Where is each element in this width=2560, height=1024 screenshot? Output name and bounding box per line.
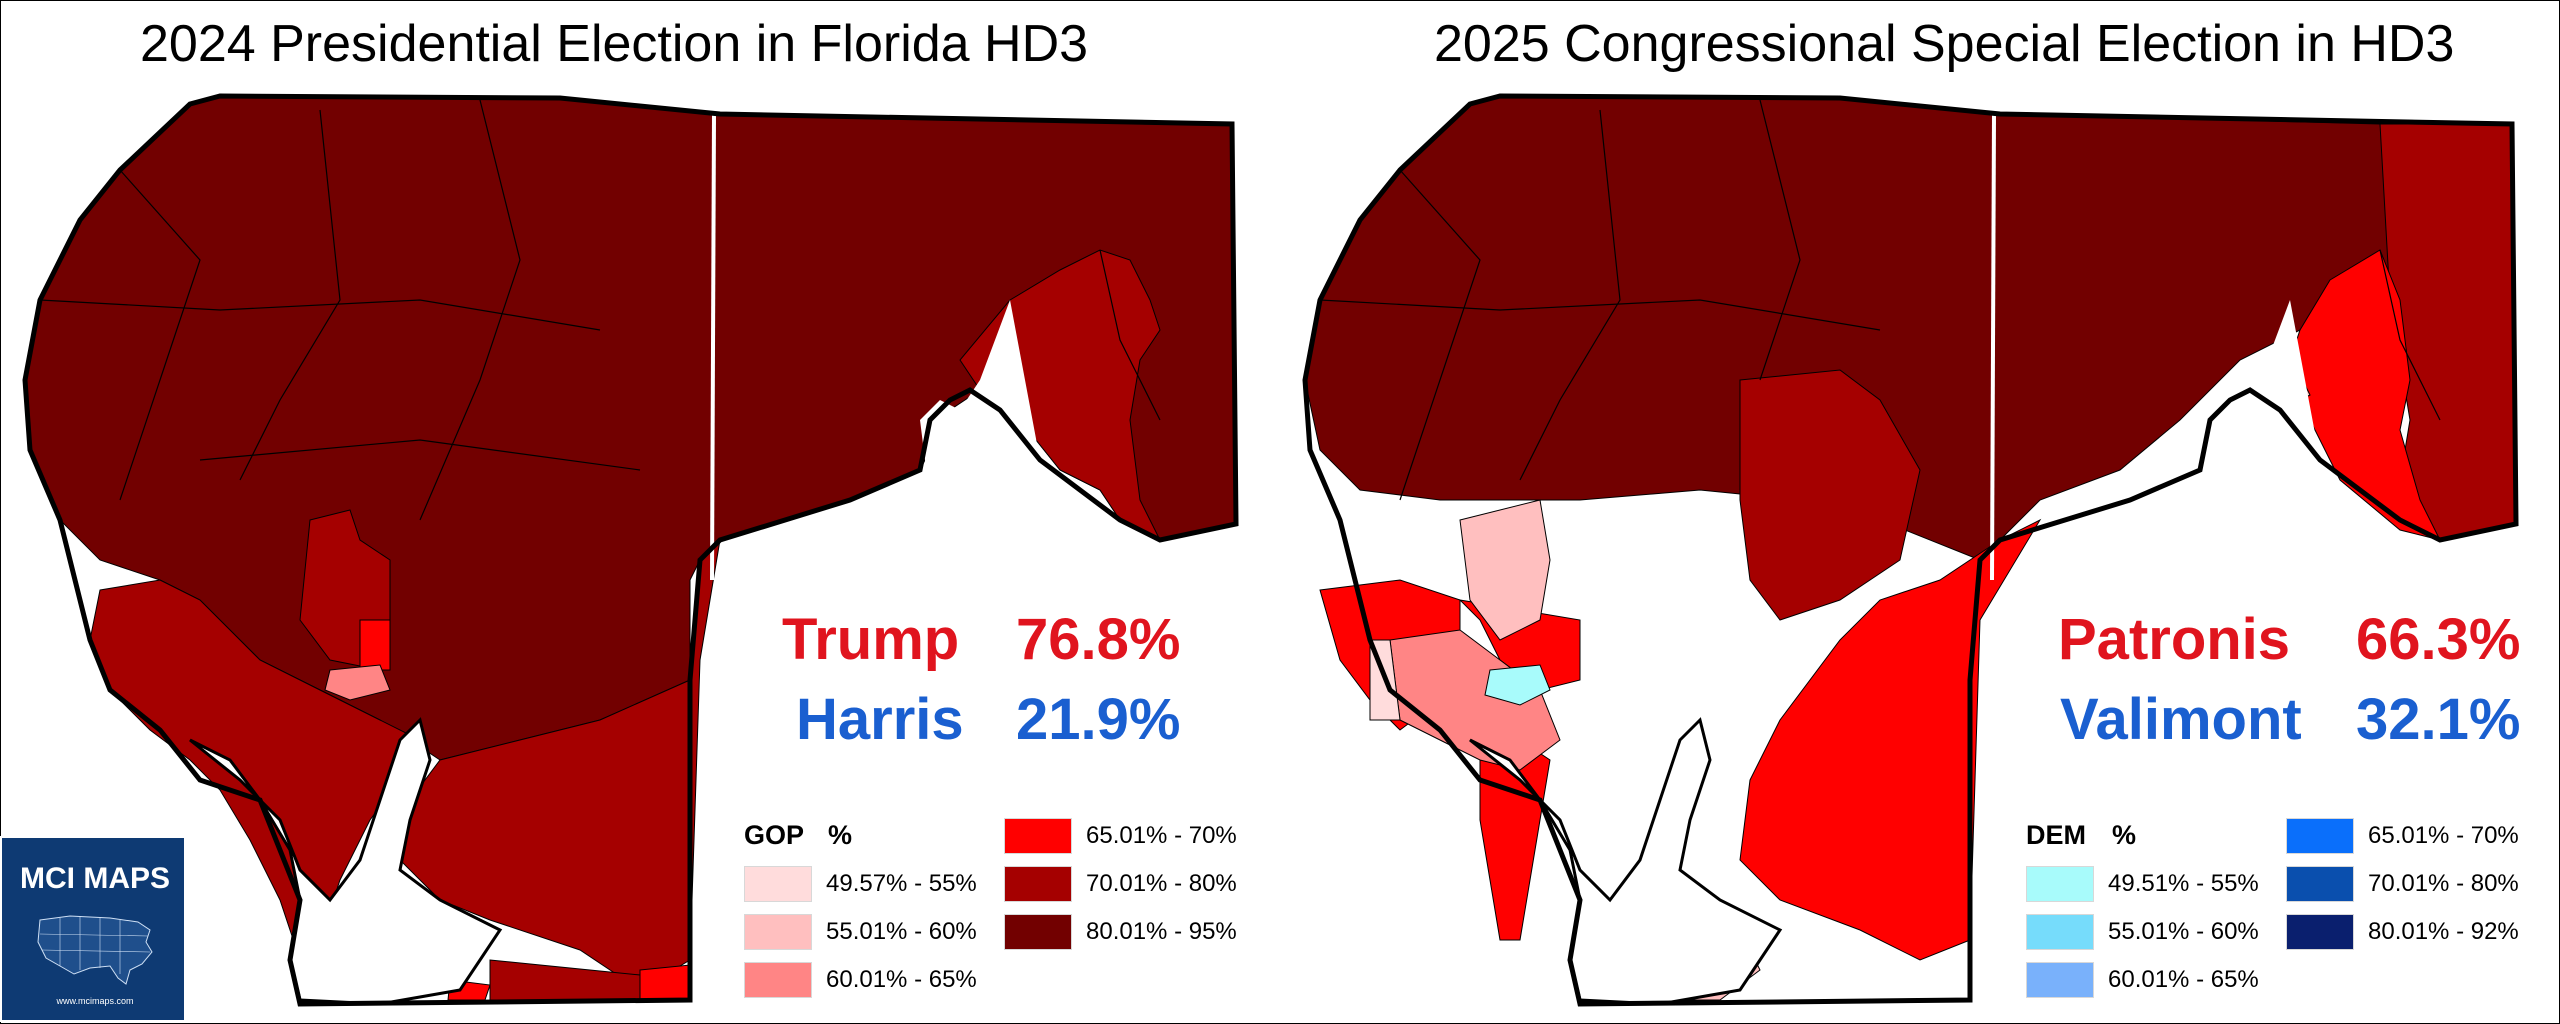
legend-label: 80.01% - 95% (1086, 918, 1237, 945)
county-boundary (1990, 113, 1996, 581)
right-legend-item: 49.51% - 55% (2026, 866, 2259, 902)
right-rep-candidate: Patronis (2058, 607, 2291, 672)
legend-swatch (2026, 914, 2094, 950)
precincts-rep-70-80-central (1739, 369, 1921, 621)
legend-label: 49.51% - 55% (2108, 870, 2259, 897)
left-dem-candidate: Harris (796, 687, 964, 752)
logo-name: MCI MAPS (20, 862, 170, 895)
left-rep-candidate: Trump (782, 607, 960, 672)
legend-swatch (744, 962, 812, 998)
right-legend-party: DEM (2026, 820, 2086, 850)
legend-label: 60.01% - 65% (2108, 966, 2259, 993)
right-legend-item: 55.01% - 60% (2026, 914, 2259, 950)
legend-swatch (1004, 866, 1072, 902)
left-legend-unit: % (828, 820, 853, 850)
left-legend-item: 55.01% - 60% (744, 914, 977, 950)
right-legend-item: 65.01% - 70% (2286, 818, 2519, 854)
left-map-title: 2024 Presidential Election in Florida HD… (140, 15, 1089, 73)
right-legend-unit: % (2112, 820, 2137, 850)
left-rep-percent: 76.8% (1016, 607, 1181, 672)
precincts-rep-60-65 (1389, 629, 1561, 771)
legend-label: 65.01% - 70% (1086, 822, 1237, 849)
precinct-65-70-c (639, 964, 691, 1001)
precinct-65-70-a (359, 619, 391, 671)
left-legend-party: GOP (744, 820, 805, 850)
east-bay-notch (2200, 300, 2320, 520)
district-outline (1302, 93, 2519, 1007)
left-legend-item: 60.01% - 65% (744, 962, 977, 998)
legend-label: 55.01% - 60% (2108, 918, 2259, 945)
legend-label: 70.01% - 80% (2368, 870, 2519, 897)
legend-swatch (2026, 866, 2094, 902)
precincts-rep-55-60 (1459, 499, 1551, 641)
legend-label: 70.01% - 80% (1086, 870, 1237, 897)
logo-url: www.mcimaps.com (56, 996, 134, 1006)
precincts-rep-65-70-southeast (1739, 518, 2042, 961)
us-map-icon (37, 915, 153, 985)
legend-swatch (1004, 818, 1072, 854)
legend-swatch (1004, 914, 1072, 950)
right-rep-percent: 66.3% (2356, 607, 2521, 672)
legend-label: 49.57% - 55% (826, 870, 977, 897)
right-legend-item: 80.01% - 92% (2286, 914, 2519, 950)
right-dem-candidate: Valimont (2060, 687, 2302, 752)
precincts-dem-49-55 (1484, 664, 1551, 706)
left-dem-percent: 21.9% (1016, 687, 1181, 752)
legend-swatch (744, 914, 812, 950)
legend-label: 65.01% - 70% (2368, 822, 2519, 849)
left-legend-item: 49.57% - 55% (744, 866, 977, 902)
legend-swatch (2286, 818, 2354, 854)
district-outline (22, 93, 1239, 1007)
left-legend-item: 80.01% - 95% (1004, 914, 1237, 950)
left-legend-item: 65.01% - 70% (1004, 818, 1237, 854)
right-map-title: 2025 Congressional Special Election in H… (1434, 15, 2455, 73)
precinct-map-2024 (22, 93, 1239, 1007)
legend-swatch (744, 866, 812, 902)
left-legend-item: 70.01% - 80% (1004, 866, 1237, 902)
legend-swatch (2026, 962, 2094, 998)
county-boundary (710, 113, 716, 581)
legend-label: 55.01% - 60% (826, 918, 977, 945)
precinct-60-65-a (324, 664, 391, 701)
legend-swatch (2286, 914, 2354, 950)
legend-label: 80.01% - 92% (2368, 918, 2519, 945)
legend-swatch (2286, 866, 2354, 902)
right-legend-item: 70.01% - 80% (2286, 866, 2519, 902)
mci-maps-logo: MCI MAPS www.mcimaps.com (0, 836, 186, 1022)
right-dem-percent: 32.1% (2356, 687, 2521, 752)
legend-label: 60.01% - 65% (826, 966, 977, 993)
precinct-map-2025 (1302, 93, 2519, 1007)
east-bay-notch (920, 300, 1040, 520)
right-legend-item: 60.01% - 65% (2026, 962, 2259, 998)
